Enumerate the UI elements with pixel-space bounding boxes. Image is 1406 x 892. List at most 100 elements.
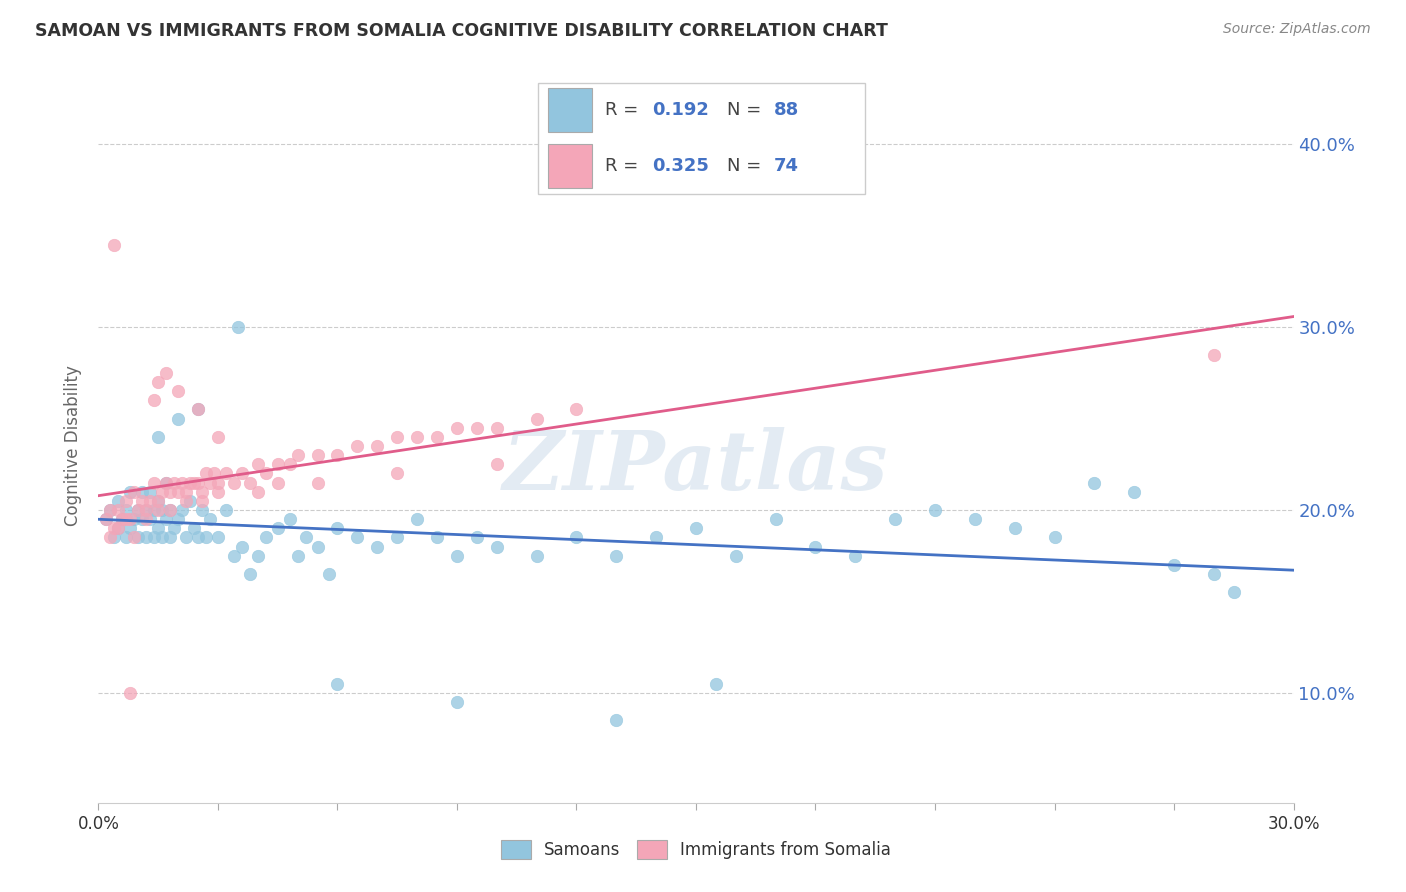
Point: [135, 531, 157, 545]
Point: [167, 512, 190, 526]
Text: R =: R =: [605, 157, 644, 175]
Point: [366, 540, 388, 554]
Text: ZIPatlas: ZIPatlas: [503, 427, 889, 508]
Point: [924, 503, 946, 517]
Point: [191, 503, 214, 517]
Point: [207, 430, 229, 444]
Point: [131, 512, 153, 526]
Point: [346, 531, 368, 545]
Text: 0.192: 0.192: [652, 102, 709, 120]
Point: [120, 484, 142, 499]
Point: [135, 512, 157, 526]
Point: [426, 430, 449, 444]
Point: [1043, 531, 1066, 545]
Point: [143, 531, 166, 545]
Point: [120, 521, 142, 535]
Text: 88: 88: [773, 102, 799, 120]
Point: [159, 484, 181, 499]
Point: [202, 467, 225, 481]
Point: [179, 494, 201, 508]
Point: [159, 531, 181, 545]
Point: [565, 402, 588, 417]
Point: [150, 503, 173, 517]
Point: [246, 549, 269, 563]
Point: [254, 467, 277, 481]
Point: [103, 531, 125, 545]
Point: [163, 521, 186, 535]
Point: [884, 512, 907, 526]
Point: [326, 677, 349, 691]
Point: [844, 549, 866, 563]
Point: [100, 531, 122, 545]
Point: [111, 512, 134, 526]
Point: [207, 531, 229, 545]
Point: [115, 531, 138, 545]
Point: [307, 448, 329, 462]
Point: [446, 549, 468, 563]
Text: SAMOAN VS IMMIGRANTS FROM SOMALIA COGNITIVE DISABILITY CORRELATION CHART: SAMOAN VS IMMIGRANTS FROM SOMALIA COGNIT…: [35, 22, 889, 40]
Point: [307, 475, 329, 490]
Point: [215, 503, 238, 517]
Point: [287, 549, 309, 563]
Point: [159, 503, 181, 517]
Point: [191, 484, 214, 499]
Point: [139, 512, 162, 526]
Point: [326, 448, 349, 462]
Point: [1083, 475, 1105, 490]
Text: R =: R =: [605, 102, 644, 120]
Point: [124, 512, 146, 526]
Point: [148, 375, 170, 389]
Point: [148, 494, 170, 508]
Point: [446, 695, 468, 709]
Point: [103, 237, 125, 252]
Point: [150, 484, 173, 499]
Point: [565, 531, 588, 545]
Point: [195, 467, 218, 481]
Point: [148, 494, 170, 508]
Point: [239, 475, 262, 490]
Point: [148, 521, 170, 535]
Point: [526, 549, 548, 563]
Point: [1123, 484, 1146, 499]
FancyBboxPatch shape: [548, 144, 592, 188]
Point: [207, 475, 229, 490]
Point: [426, 531, 449, 545]
Point: [187, 402, 209, 417]
Point: [605, 549, 627, 563]
Point: [267, 475, 290, 490]
Point: [155, 475, 177, 490]
Point: [385, 531, 409, 545]
Point: [135, 503, 157, 517]
Point: [287, 448, 309, 462]
Point: [254, 531, 277, 545]
Point: [111, 512, 134, 526]
Point: [1202, 347, 1225, 361]
Point: [155, 512, 177, 526]
Point: [267, 458, 290, 472]
Point: [127, 531, 149, 545]
Point: [172, 503, 194, 517]
Point: [307, 540, 329, 554]
Point: [100, 503, 122, 517]
Point: [183, 521, 205, 535]
Point: [124, 531, 146, 545]
Text: 0.325: 0.325: [652, 157, 709, 175]
Point: [685, 521, 707, 535]
Point: [187, 531, 209, 545]
Point: [115, 512, 138, 526]
Point: [465, 531, 488, 545]
Point: [278, 458, 301, 472]
Point: [127, 503, 149, 517]
Point: [406, 430, 429, 444]
FancyBboxPatch shape: [548, 88, 592, 132]
Point: [765, 512, 787, 526]
Point: [1163, 558, 1185, 572]
Point: [167, 384, 190, 398]
Point: [207, 484, 229, 499]
Point: [267, 521, 290, 535]
Point: [1222, 585, 1246, 599]
Point: [605, 714, 627, 728]
Point: [159, 503, 181, 517]
Point: [107, 521, 129, 535]
Point: [107, 503, 129, 517]
